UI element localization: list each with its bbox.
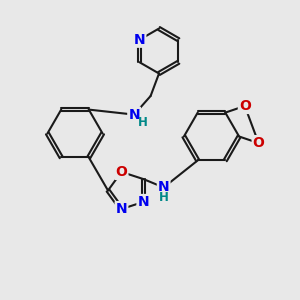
Text: O: O — [116, 165, 128, 179]
Text: O: O — [253, 136, 265, 150]
Text: N: N — [137, 195, 149, 209]
Text: N: N — [134, 33, 145, 47]
Text: N: N — [116, 202, 127, 216]
Text: H: H — [138, 116, 147, 130]
Text: N: N — [128, 108, 140, 122]
Text: O: O — [239, 99, 251, 113]
Text: N: N — [158, 180, 170, 194]
Text: H: H — [159, 191, 169, 204]
